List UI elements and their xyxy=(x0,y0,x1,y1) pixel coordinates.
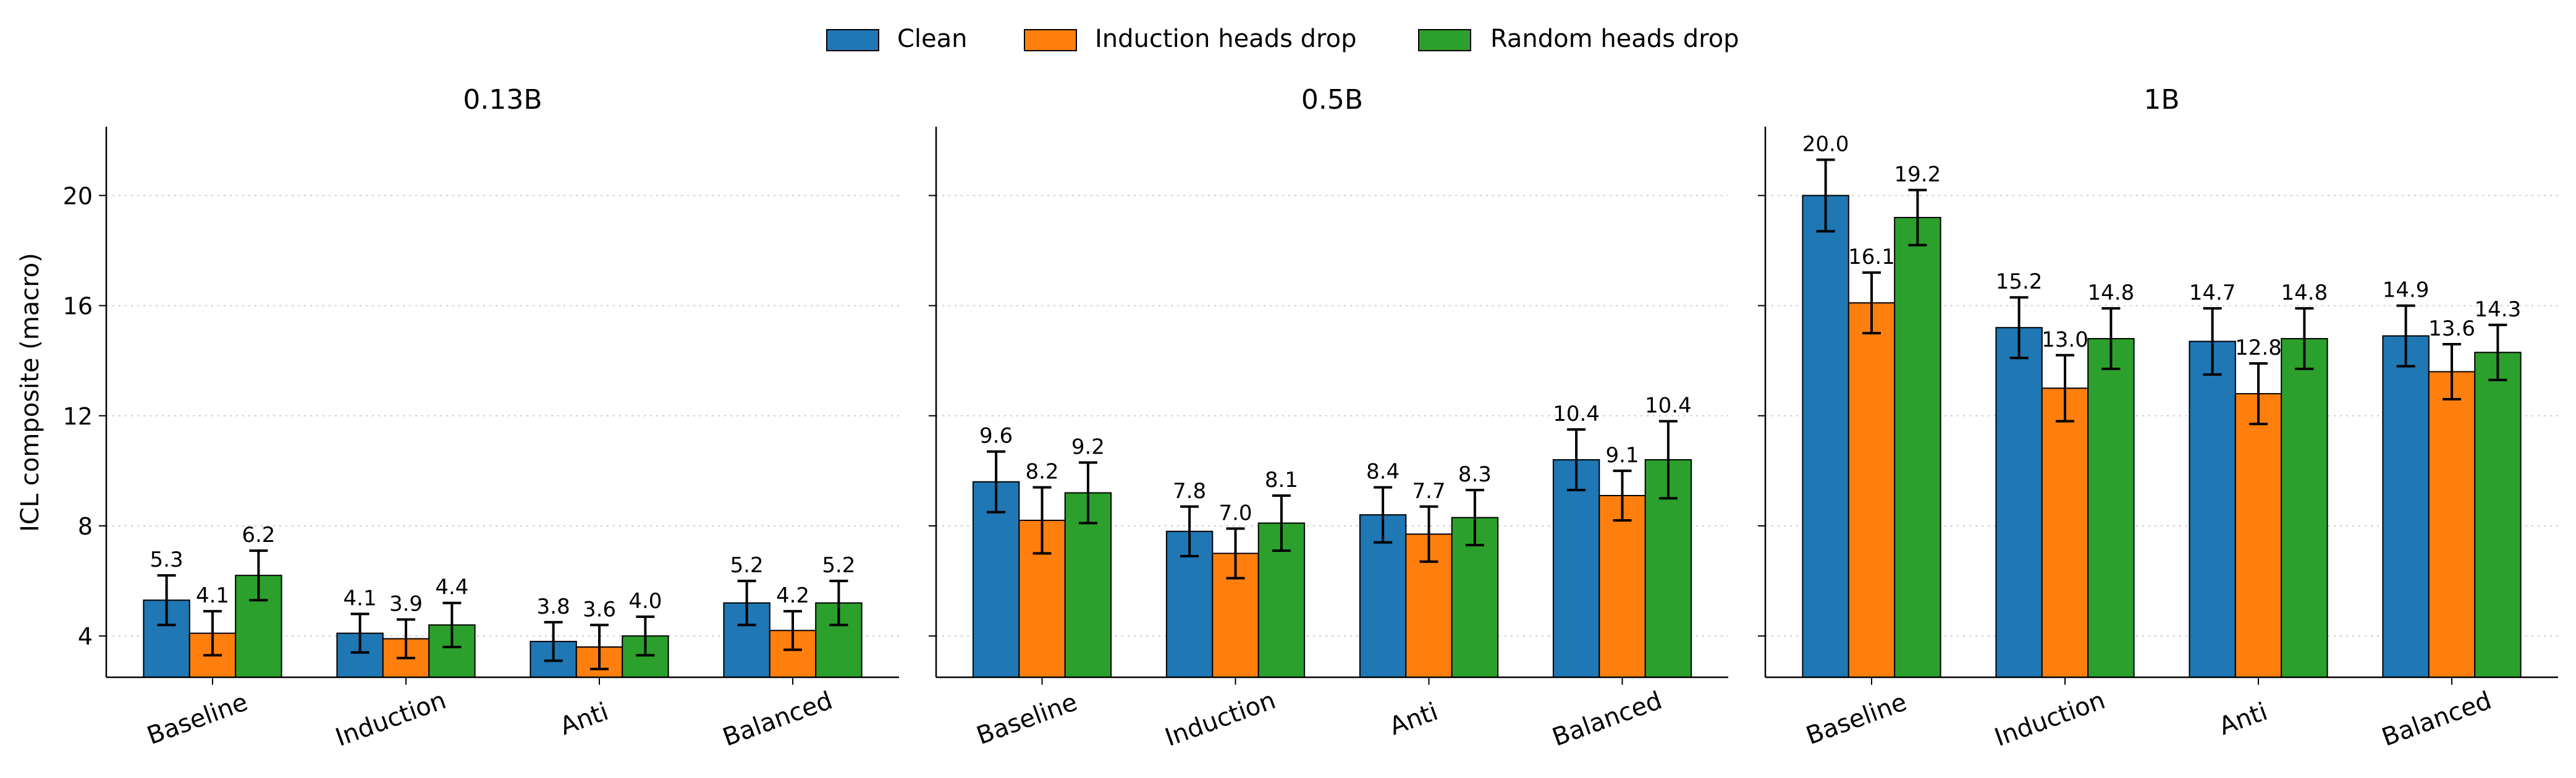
data-label: 12.8 xyxy=(2235,336,2282,360)
legend-label-random-heads-drop: Random heads drop xyxy=(1490,25,1739,53)
data-label: 8.1 xyxy=(1265,468,1298,493)
bar-anti-random-heads-drop xyxy=(2281,338,2328,678)
bar-baseline-induction-heads-drop xyxy=(1848,302,1896,678)
data-label: 6.2 xyxy=(242,523,275,548)
bar-balanced-induction-heads-drop xyxy=(1598,494,1646,678)
data-label: 7.0 xyxy=(1218,501,1252,525)
data-label: 15.2 xyxy=(1996,269,2043,294)
bar-balanced-random-heads-drop xyxy=(2474,352,2522,678)
legend-swatch-clean xyxy=(826,29,879,51)
y-tick-label: 20 xyxy=(63,182,93,209)
data-label: 20.0 xyxy=(1802,132,1849,156)
data-label: 16.1 xyxy=(1848,245,1895,269)
bar-induction-induction-heads-drop xyxy=(2041,387,2089,678)
y-axis-label: ICL composite (macro) xyxy=(16,253,44,532)
legend-swatch-random-heads-drop xyxy=(1418,29,1471,51)
bar-baseline-random-heads-drop xyxy=(1894,217,1941,678)
bar-baseline-clean xyxy=(972,481,1020,678)
data-label: 5.2 xyxy=(822,553,855,578)
y-tick-label: 4 xyxy=(78,623,93,650)
data-label: 13.0 xyxy=(2042,328,2088,352)
panel-title: 0.5B xyxy=(1301,84,1363,116)
data-label: 14.8 xyxy=(2281,281,2328,305)
legend: Clean Induction heads drop Random heads … xyxy=(826,25,1739,53)
bar-balanced-clean xyxy=(1552,459,1600,678)
panel-title: 0.13B xyxy=(463,84,542,116)
data-label: 14.9 xyxy=(2383,278,2430,303)
data-label: 8.2 xyxy=(1025,460,1058,484)
bar-balanced-clean xyxy=(2382,335,2430,678)
data-label: 9.2 xyxy=(1071,435,1105,460)
data-label: 13.6 xyxy=(2428,316,2475,341)
data-label: 4.4 xyxy=(435,575,468,600)
y-tick-label: 16 xyxy=(63,293,93,320)
y-tick-label: 12 xyxy=(63,403,93,430)
bar-anti-clean xyxy=(2189,340,2236,678)
data-label: 8.3 xyxy=(1458,462,1492,487)
data-label: 7.8 xyxy=(1173,479,1206,504)
bar-baseline-clean xyxy=(1802,195,1849,678)
data-label: 9.6 xyxy=(979,424,1013,449)
data-label: 14.8 xyxy=(2088,281,2135,305)
panel-1b: 1B20.016.119.2Baseline15.213.014.8Induct… xyxy=(1758,84,2558,752)
data-label: 3.9 xyxy=(389,591,423,616)
bar-induction-random-heads-drop xyxy=(2087,338,2135,678)
data-label: 4.1 xyxy=(196,583,229,608)
bar-anti-induction-heads-drop xyxy=(2234,393,2283,678)
panel-title: 1B xyxy=(2143,84,2179,116)
data-label: 4.0 xyxy=(628,589,662,614)
data-label: 4.2 xyxy=(776,583,809,608)
data-label: 9.1 xyxy=(1605,443,1639,468)
legend-label-clean: Clean xyxy=(897,25,968,53)
data-label: 14.3 xyxy=(2475,297,2522,322)
data-label: 3.8 xyxy=(537,594,570,619)
data-label: 4.1 xyxy=(344,586,377,611)
y-tick-label: 8 xyxy=(78,513,93,540)
data-label: 3.6 xyxy=(583,597,616,622)
data-label: 14.7 xyxy=(2189,281,2236,305)
data-label: 7.7 xyxy=(1412,479,1445,504)
bar-balanced-induction-heads-drop xyxy=(2428,371,2476,678)
data-label: 8.4 xyxy=(1366,460,1400,484)
bar-induction-clean xyxy=(1995,327,2043,678)
data-label: 10.4 xyxy=(1645,394,1692,418)
data-label: 5.2 xyxy=(730,553,764,578)
data-label: 19.2 xyxy=(1894,162,1941,187)
data-label: 5.3 xyxy=(150,548,184,572)
legend-label-induction-heads-drop: Induction heads drop xyxy=(1095,25,1356,53)
legend-swatch-induction-heads-drop xyxy=(1024,29,1077,51)
data-label: 10.4 xyxy=(1553,402,1600,426)
